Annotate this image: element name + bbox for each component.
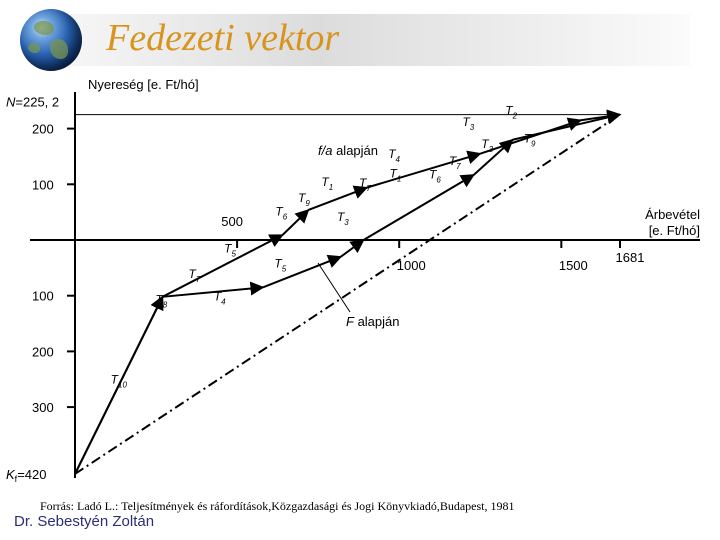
title-bar [70, 14, 690, 66]
series-0-segment-3 [308, 185, 369, 211]
series-0-segment-1 [162, 234, 284, 298]
series-0-segment-5 [479, 117, 583, 155]
series-1-point-label-5: T6 [429, 168, 441, 185]
series-1-point-label-6: T7 [449, 154, 461, 171]
x-tick-label-2: 1500 [559, 258, 588, 273]
x-tick-label-1: 1000 [397, 258, 426, 273]
y-tick-label-2: 100 [32, 289, 54, 304]
series-1-segment-4 [363, 173, 475, 241]
y-tick-label-0: 200 [32, 122, 54, 137]
series-1-segment-1 [162, 281, 265, 298]
series-1-segment-5 [473, 138, 514, 176]
globe-icon [20, 9, 82, 71]
series-1-point-label-8: T2 [505, 104, 517, 121]
page-title: Fedezeti vektor [106, 17, 340, 59]
y-marker-top: N=225, 2 [6, 95, 59, 110]
breakeven-line [74, 113, 621, 475]
series-0-point-label-4: T6 [275, 204, 287, 221]
y-marker-bottom: Kf=420 [6, 467, 46, 484]
y-tick-label-4: 300 [32, 400, 54, 415]
x-tick-label-0: 500 [221, 214, 243, 229]
author-name: Dr. Sebestyén Zoltán [14, 513, 155, 530]
series-1-point-label-4: T1 [389, 167, 401, 184]
x-axis-label: Árbevétel [645, 207, 700, 222]
x-axis-label-unit: [e. Ft/hó] [649, 223, 700, 238]
series-1-segment-0 [74, 295, 164, 475]
series-1-point-label-1: T5 [274, 256, 286, 273]
series-0-segment-4 [366, 150, 482, 189]
series-0-point-label-6: T1 [321, 175, 333, 192]
series-name-f-leader [317, 262, 351, 313]
series-0-segment-2 [281, 208, 310, 236]
series-0-point-label-7: T4 [388, 147, 400, 164]
series-0-point-label-5: T9 [298, 191, 310, 208]
y-tick-label-3: 200 [32, 344, 54, 359]
series-name-fa: f/a alapján [318, 143, 378, 158]
source-note: Forrás: Ladó L.: Teljesítmények és ráfor… [40, 499, 515, 513]
y-tick-label-1: 100 [32, 177, 54, 192]
series-1-point-label-2: T3 [337, 210, 349, 227]
series-1-point-label-0: T4 [214, 290, 226, 307]
y-axis-label: Nyereség [e. Ft/hó] [88, 77, 199, 92]
series-1-segment-2 [262, 254, 343, 289]
x-tick-label-3: 1681 [616, 250, 645, 265]
series-1-segment-6 [512, 110, 622, 141]
series-0-point-label-0: T10 [111, 373, 128, 390]
series-0-point-label-8: T3 [462, 115, 474, 132]
series-name-f: F alapján [346, 314, 400, 329]
series-1-segment-3 [340, 239, 365, 258]
series-0-point-label-3: T5 [224, 241, 236, 258]
